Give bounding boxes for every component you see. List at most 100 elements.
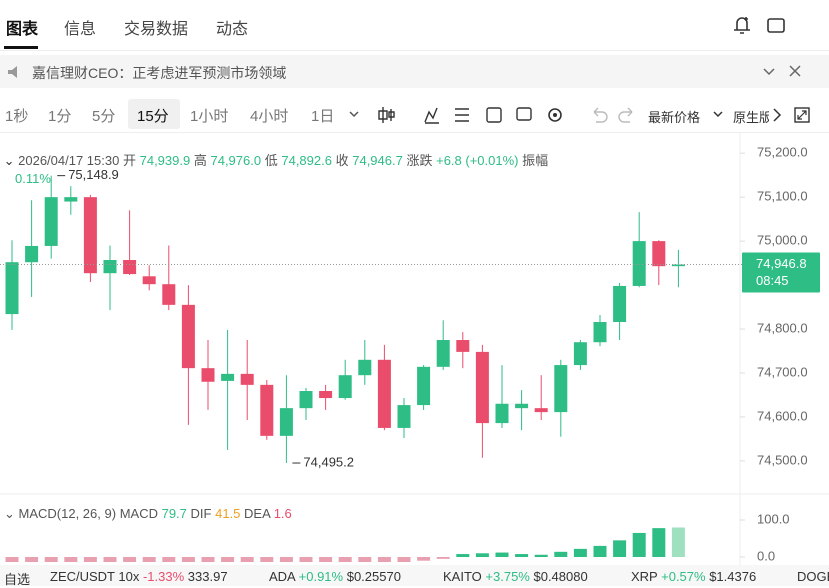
ticker-item[interactable]: KAITO +3.75% $0.48080 bbox=[443, 569, 588, 584]
macd-bar bbox=[632, 532, 646, 558]
ticker-symbol: KAITO bbox=[443, 569, 482, 584]
macd-bar bbox=[83, 557, 97, 562]
interval[interactable]: 1分 bbox=[48, 108, 72, 125]
macd-bar bbox=[475, 553, 489, 558]
tab[interactable]: 信息 bbox=[64, 21, 97, 38]
ann-icons[interactable] bbox=[760, 63, 810, 81]
candle-body bbox=[181, 304, 195, 369]
ticker-change: +0.57% bbox=[661, 569, 706, 584]
candle-body bbox=[162, 284, 176, 305]
candle-body bbox=[142, 276, 156, 285]
candle-body bbox=[221, 373, 235, 381]
countdown-label: 08:45 bbox=[756, 273, 789, 288]
info-date: 2026/04/17 15:30 bbox=[18, 153, 120, 168]
macd-label: DEA bbox=[244, 506, 271, 521]
macd-bar bbox=[162, 557, 176, 562]
macd-bar bbox=[103, 557, 117, 562]
interval[interactable]: 5分 bbox=[92, 108, 116, 125]
macd-value: 1.6 bbox=[273, 506, 292, 521]
candle-body bbox=[5, 262, 19, 315]
macd-bar bbox=[417, 557, 431, 561]
ticker-price: $0.48080 bbox=[533, 569, 588, 584]
candle-body bbox=[397, 405, 411, 428]
min-label: 74,495.2 bbox=[303, 454, 354, 469]
macd-label: DIF bbox=[190, 506, 212, 521]
candle-body bbox=[103, 260, 117, 274]
candle-body bbox=[515, 403, 529, 409]
macd-bar bbox=[44, 557, 58, 562]
info-label: 开 bbox=[122, 153, 136, 168]
ticker-symbol: ADA bbox=[269, 569, 296, 584]
candle-body bbox=[123, 260, 137, 275]
info-label: 涨跌 bbox=[406, 153, 433, 168]
info-label: 低 bbox=[264, 153, 278, 168]
price-mode[interactable]: 最新价格 bbox=[648, 110, 701, 125]
ticker-price: $1.4376 bbox=[709, 569, 757, 584]
macd-bar bbox=[260, 557, 274, 562]
ticker-label[interactable]: 自选 bbox=[4, 572, 31, 587]
undo-redo[interactable] bbox=[590, 104, 640, 126]
candle-body bbox=[338, 375, 352, 399]
candle-body bbox=[534, 408, 548, 413]
ticker-item[interactable]: XRP +0.57% $1.4376 bbox=[631, 569, 756, 584]
interval[interactable]: 1日 bbox=[311, 108, 335, 125]
ticker-change: -1.33% bbox=[142, 569, 185, 584]
macd-tick-label: 100.0 bbox=[757, 511, 790, 526]
macd-bar bbox=[221, 557, 235, 562]
macd-tick-label: 0.0 bbox=[757, 548, 775, 563]
interval[interactable]: 4小时 bbox=[250, 108, 289, 125]
chart: 74,500.0 74,600.0 74,700.0 74,800.0 75,000.0… bbox=[0, 133, 829, 565]
ticker-more[interactable]: DOGE bbox=[797, 569, 829, 584]
announcement-bar[interactable]: 嘉信理财CEO：正考虑进军预测市场领域 bbox=[0, 55, 829, 88]
macd-bar bbox=[613, 540, 627, 558]
macd-bar bbox=[5, 557, 19, 562]
top-icons[interactable] bbox=[730, 14, 800, 36]
macd-bar bbox=[240, 557, 254, 562]
tab-bar: 图表 信息 交易数据 动态 bbox=[0, 0, 829, 51]
candle-body bbox=[613, 285, 627, 322]
candle-body bbox=[436, 340, 450, 367]
candle-body bbox=[554, 365, 568, 413]
ticker-item[interactable]: ADA +0.91% $0.25570 bbox=[269, 569, 401, 584]
info-value: 74,939.9 bbox=[139, 153, 191, 168]
candle-body bbox=[417, 366, 431, 406]
macd-bar bbox=[201, 557, 215, 562]
info-value: 0.11% bbox=[15, 171, 51, 186]
ticker-item[interactable]: ZEC/USDT 10x -1.33% 333.97 bbox=[50, 569, 228, 584]
ticker-price: 333.97 bbox=[187, 569, 228, 584]
macd-value: 79.7 bbox=[161, 506, 187, 521]
version[interactable]: 原生版 bbox=[733, 110, 769, 125]
interval[interactable]: 1小时 bbox=[190, 108, 229, 125]
candle-body bbox=[475, 351, 489, 424]
macd-bar bbox=[593, 545, 607, 558]
candle-body bbox=[319, 391, 333, 399]
candle-body bbox=[64, 197, 78, 202]
candle-body bbox=[671, 264, 685, 267]
interval[interactable]: 1秒 bbox=[5, 108, 29, 125]
macd-bar bbox=[25, 557, 39, 562]
tab[interactable]: 动态 bbox=[216, 21, 249, 38]
info-value: +6.8 (+0.01%) bbox=[436, 153, 519, 168]
ticker-symbol: ZEC/USDT 10x bbox=[50, 569, 140, 584]
macd-bar bbox=[358, 557, 372, 562]
macd-bar bbox=[123, 557, 137, 562]
y-tick-label: 75,200.0 bbox=[757, 145, 808, 160]
macd-bar bbox=[142, 557, 156, 562]
macd-bar bbox=[64, 557, 78, 562]
macd-bar bbox=[534, 554, 548, 558]
divider bbox=[0, 132, 829, 133]
tool-icons[interactable] bbox=[345, 104, 575, 126]
interval[interactable]: 15分 bbox=[137, 108, 169, 125]
tab[interactable]: 图表 bbox=[6, 21, 39, 38]
macd-value: 41.5 bbox=[215, 506, 241, 521]
macd-bar bbox=[436, 557, 450, 559]
candle-body bbox=[593, 321, 607, 343]
ticker-price: $0.25570 bbox=[346, 569, 401, 584]
macd-bar bbox=[397, 557, 411, 562]
macd-bar bbox=[456, 554, 470, 558]
candle-body bbox=[377, 359, 391, 428]
candle-body bbox=[240, 373, 254, 385]
right-icons[interactable] bbox=[710, 106, 820, 126]
tab[interactable]: 交易数据 bbox=[124, 21, 189, 38]
